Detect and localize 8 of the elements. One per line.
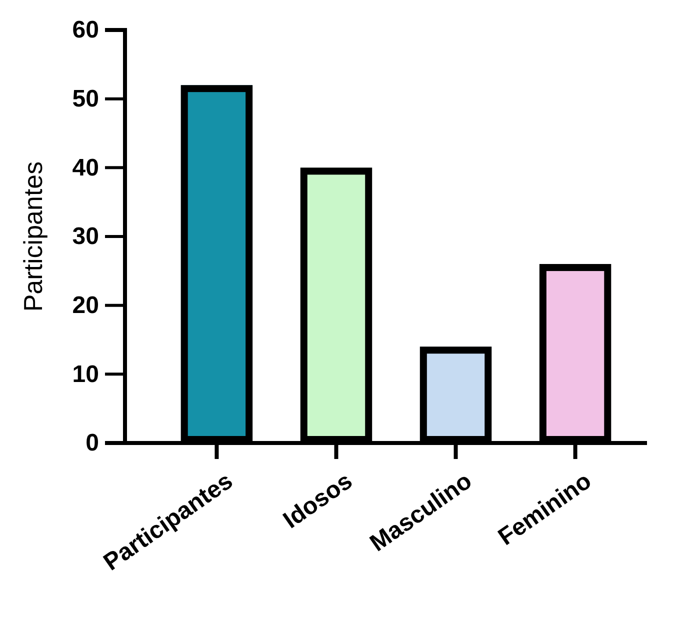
y-tick-label: 30	[72, 223, 99, 250]
y-tick-label: 20	[72, 292, 99, 320]
y-tick-label: 40	[72, 154, 99, 182]
y-tick-label: 60	[72, 16, 99, 44]
y-tick-label: 10	[72, 360, 99, 388]
y-tick-label: 0	[86, 430, 99, 457]
y-axis-title: Participantes	[18, 161, 48, 312]
y-tick-label: 50	[72, 86, 99, 113]
